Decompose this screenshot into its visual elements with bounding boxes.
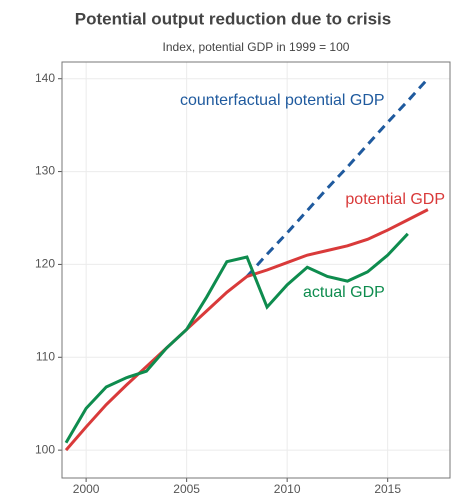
y-tick-label: 120 <box>35 257 55 271</box>
line-series <box>64 232 409 444</box>
x-tick-label: 2000 <box>73 482 100 496</box>
y-tick-label: 130 <box>35 164 55 178</box>
y-tick-label: 100 <box>35 442 55 456</box>
y-tick-label: 110 <box>36 349 55 363</box>
x-tick-label: 2010 <box>274 482 301 496</box>
y-tick-label: 140 <box>35 71 55 85</box>
x-tick-label: 2005 <box>173 482 200 496</box>
chart-subtitle: Index, potential GDP in 1999 = 100 <box>163 40 350 54</box>
x-tick-label: 2015 <box>374 482 401 496</box>
line-series <box>64 208 429 452</box>
plot-border <box>61 61 451 479</box>
series-label: counterfactual potential GDP <box>180 92 385 109</box>
series-label: potential GDP <box>345 191 445 208</box>
series-label: actual GDP <box>303 284 385 301</box>
chart-title: Potential output reduction due to crisis <box>75 9 391 28</box>
